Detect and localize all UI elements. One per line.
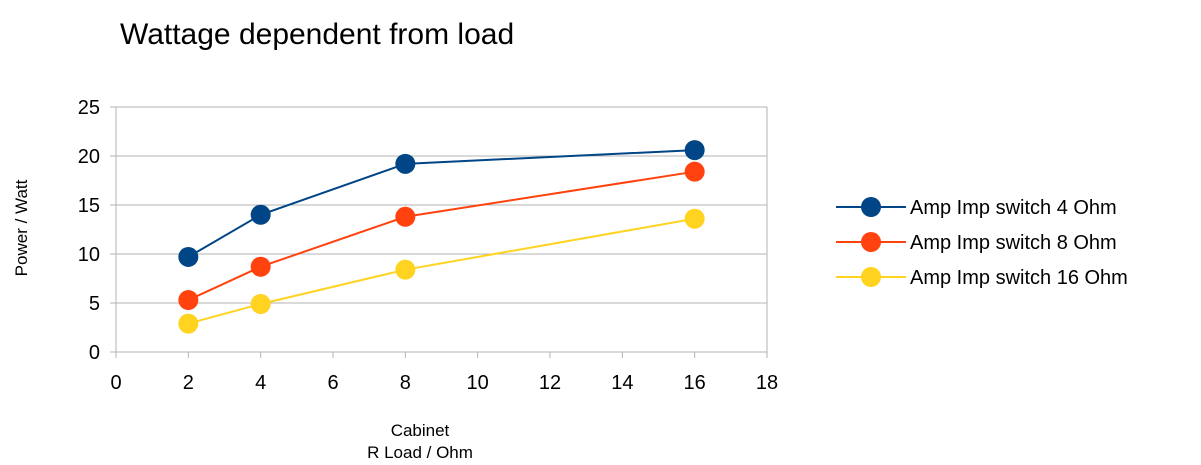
plot-area xyxy=(115,107,768,352)
y-tick-label-0: 0 xyxy=(89,342,100,364)
x-tick-label-8: 8 xyxy=(400,372,411,394)
x-tick-label-0: 0 xyxy=(110,372,121,394)
series-3-point-1 xyxy=(178,313,199,334)
x-tick-label-12: 12 xyxy=(539,372,561,394)
series-3-line xyxy=(188,217,695,325)
legend-item-3: Amp Imp switch 16 Ohm xyxy=(836,267,1128,289)
y-tick-label-10: 10 xyxy=(78,244,100,266)
legend-marker-2 xyxy=(861,232,881,252)
y-tick-label-20: 20 xyxy=(78,146,100,168)
x-tick-label-10: 10 xyxy=(467,372,489,394)
series-1-line xyxy=(187,149,695,258)
series-2-point-1 xyxy=(178,290,199,311)
gridlines xyxy=(110,106,767,353)
y-tick-label-25: 25 xyxy=(78,97,100,119)
x-axis-title-line-1: Cabinet xyxy=(391,421,450,440)
x-axis-title-line-2: R Load / Ohm xyxy=(367,443,473,462)
series-1 xyxy=(178,140,705,267)
series-1-point-4 xyxy=(684,140,705,161)
series-2-line xyxy=(187,170,695,301)
y-tick-label-5: 5 xyxy=(89,293,100,315)
y-tick-label-15: 15 xyxy=(78,195,100,217)
series-2 xyxy=(178,161,705,311)
series-3-point-2 xyxy=(250,293,271,314)
y-axis-title: Power / Watt xyxy=(12,179,31,276)
legend-label-3: Amp Imp switch 16 Ohm xyxy=(910,267,1128,289)
series-2-point-3 xyxy=(395,206,416,227)
series-2-point-2 xyxy=(250,256,271,277)
series-3-point-3 xyxy=(395,259,416,280)
legend-marker-1 xyxy=(861,197,881,217)
x-tick-label-14: 14 xyxy=(611,372,633,394)
chart-title: Wattage dependent from load xyxy=(120,18,514,51)
series-3-point-4 xyxy=(684,208,705,229)
legend-label-1: Amp Imp switch 4 Ohm xyxy=(910,197,1117,219)
series-1-point-3 xyxy=(395,153,416,174)
legend-item-1: Amp Imp switch 4 Ohm xyxy=(836,197,1117,219)
series-1-point-1 xyxy=(178,246,199,267)
legend-marker-3 xyxy=(861,267,881,287)
legend-label-2: Amp Imp switch 8 Ohm xyxy=(910,232,1117,254)
series-layer xyxy=(178,140,705,334)
x-axis-ticks: 0 2 4 6 8 10 12 14 16 18 xyxy=(110,352,778,394)
x-tick-label-6: 6 xyxy=(327,372,338,394)
x-tick-label-4: 4 xyxy=(255,372,266,394)
x-tick-label-16: 16 xyxy=(684,372,706,394)
series-3 xyxy=(178,208,705,334)
y-axis-ticks: 0 5 10 15 20 25 xyxy=(78,97,100,364)
x-tick-label-18: 18 xyxy=(756,372,778,394)
x-tick-label-2: 2 xyxy=(183,372,194,394)
legend: Amp Imp switch 4 Ohm Amp Imp switch 8 Ohm… xyxy=(836,197,1128,289)
legend-item-2: Amp Imp switch 8 Ohm xyxy=(836,232,1117,254)
series-1-point-2 xyxy=(250,204,271,225)
series-2-point-4 xyxy=(684,161,705,182)
